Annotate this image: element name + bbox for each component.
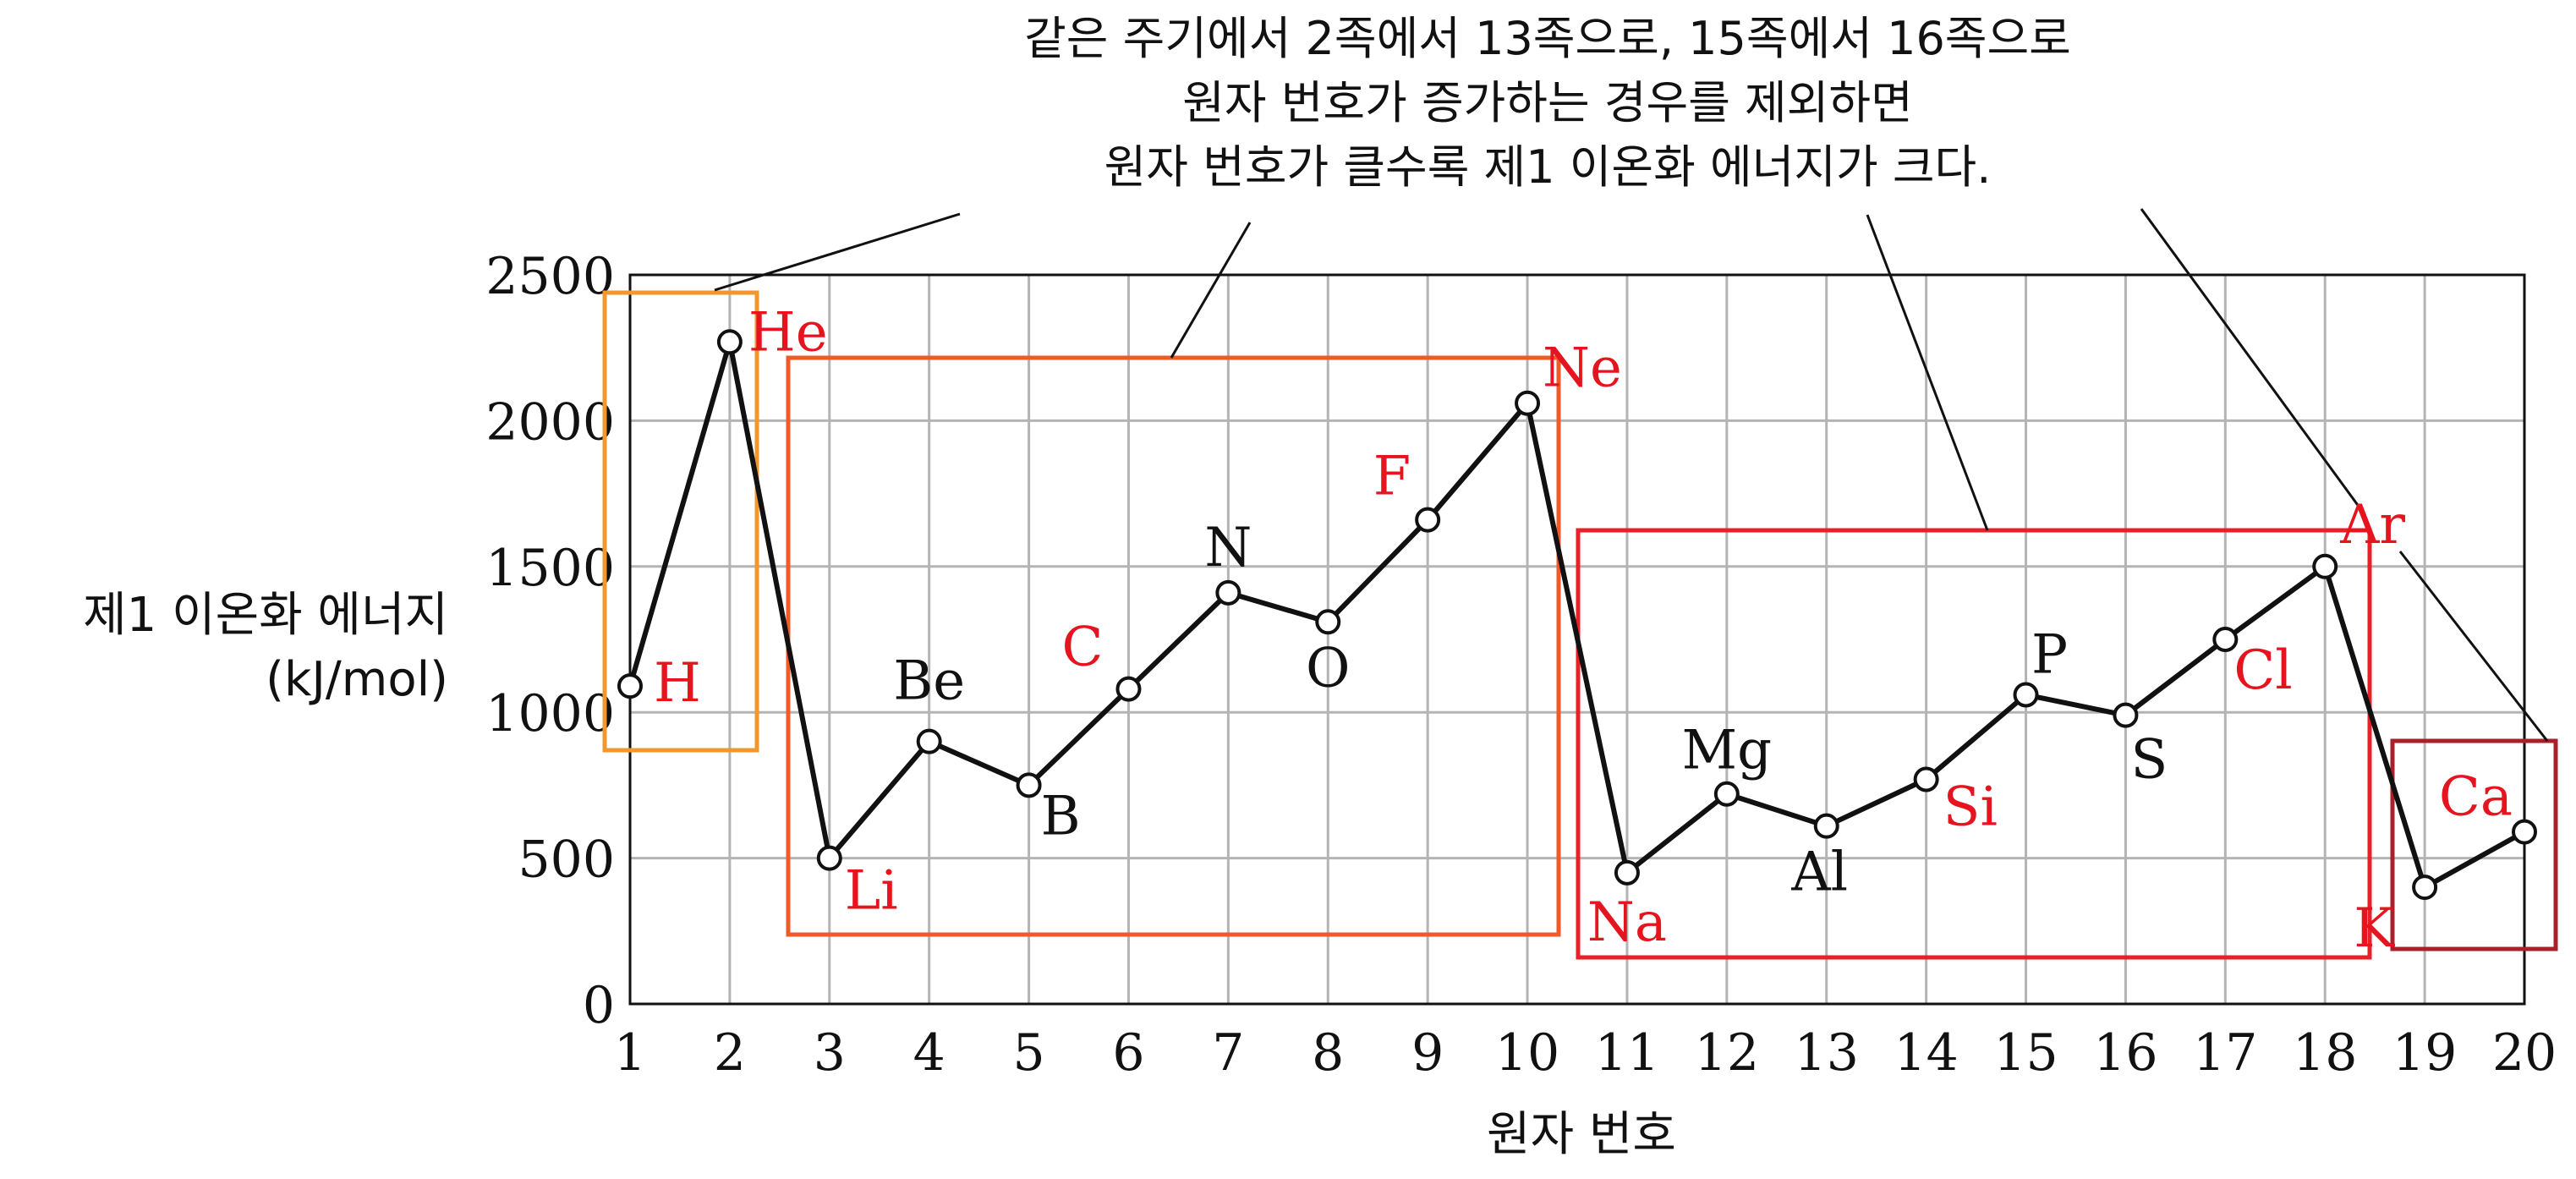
x-tick-label-19: 19: [2392, 1023, 2457, 1083]
data-point-S: [2113, 702, 2139, 728]
element-label-P: P: [2031, 624, 2068, 687]
x-tick-label-18: 18: [2293, 1023, 2357, 1083]
y-axis-label-line-2: (kJ/mol): [266, 652, 448, 707]
element-label-Al: Al: [1790, 842, 1848, 904]
x-axis-label: 원자 번호: [1487, 1107, 1676, 1162]
series-line: [628, 339, 2526, 891]
data-point-Mg: [1713, 781, 1740, 807]
data-point-N: [1215, 579, 1241, 606]
x-tick-label-7: 7: [1212, 1023, 1244, 1083]
annotation-line-1: 같은 주기에서 2족에서 13족으로, 15족에서 16족으로: [1024, 12, 2071, 65]
period-box-4: [2390, 738, 2558, 951]
data-point-P: [2013, 682, 2039, 708]
x-tick-label-16: 16: [2093, 1023, 2157, 1083]
x-tick-label-20: 20: [2492, 1023, 2557, 1083]
x-tick-label-10: 10: [1495, 1023, 1559, 1083]
annotation-line-2: 원자 번호가 증가하는 경우를 제외하면: [1182, 76, 1913, 129]
element-label-Ne: Ne: [1543, 337, 1622, 400]
annotation-text: 같은 주기에서 2족에서 13족으로, 15족에서 16족으로 원자 번호가 증…: [829, 7, 2266, 200]
data-point-Li: [816, 845, 842, 871]
data-point-O: [1315, 609, 1341, 635]
data-point-Cl: [2212, 627, 2239, 652]
annotation-leader-4: [2140, 208, 2361, 508]
data-point-Na: [1614, 859, 1640, 886]
x-tick-label-3: 3: [814, 1023, 846, 1083]
x-tick-label-15: 15: [1993, 1023, 2058, 1083]
y-tick-label-2500: 2500: [485, 247, 615, 306]
data-point-Ca: [2512, 819, 2537, 845]
y-tick-label-0: 0: [583, 976, 615, 1035]
data-point-Al: [1813, 813, 1839, 839]
data-point-H: [617, 673, 643, 699]
x-tick-label-6: 6: [1112, 1023, 1144, 1083]
element-label-S: S: [2130, 729, 2168, 792]
x-tick-label-4: 4: [913, 1023, 945, 1083]
data-point-He: [716, 329, 743, 355]
data-point-Ar: [2312, 553, 2338, 579]
data-point-Be: [916, 728, 942, 754]
annotation-line-3: 원자 번호가 클수록 제1 이온화 에너지가 크다.: [1104, 140, 1992, 194]
y-tick-label-500: 500: [518, 831, 615, 890]
period-box-1: [602, 290, 759, 753]
y-tick-label-1500: 1500: [485, 539, 615, 598]
x-tick-label-14: 14: [1894, 1023, 1958, 1083]
data-point-Si: [1913, 766, 1939, 792]
element-label-C: C: [1062, 617, 1104, 679]
data-point-B: [1016, 772, 1042, 798]
annotation-leader-2: [1170, 222, 1252, 359]
element-label-Li: Li: [845, 860, 898, 923]
data-point-K: [2412, 875, 2438, 901]
element-label-O: O: [1306, 637, 1350, 699]
annotation-leader-3: [1866, 214, 1989, 531]
element-label-He: He: [748, 301, 828, 364]
data-point-Ne: [1515, 390, 1541, 416]
element-label-Cl: Cl: [2233, 639, 2292, 702]
data-point-F: [1415, 507, 1441, 533]
element-label-Be: Be: [893, 650, 965, 713]
annotation-leader-5: [2398, 551, 2549, 742]
plot-frame: [628, 273, 2526, 1006]
element-label-Ca: Ca: [2439, 766, 2513, 829]
element-label-Si: Si: [1943, 776, 1998, 839]
y-axis-label: 제1 이온화 에너지 (kJ/mol): [0, 584, 448, 712]
x-tick-label-11: 11: [1595, 1023, 1659, 1083]
x-tick-label-1: 1: [614, 1023, 646, 1083]
y-tick-label-2000: 2000: [485, 392, 615, 452]
element-label-Mg: Mg: [1682, 720, 1773, 782]
element-label-K: K: [2354, 897, 2395, 960]
element-label-Na: Na: [1587, 891, 1667, 954]
element-label-B: B: [1041, 785, 1081, 847]
element-label-N: N: [1204, 517, 1252, 579]
x-tick-label-2: 2: [714, 1023, 746, 1083]
data-point-C: [1115, 676, 1142, 702]
y-tick-label-1000: 1000: [485, 684, 615, 743]
x-tick-label-17: 17: [2193, 1023, 2257, 1083]
y-axis-label-line-1: 제1 이온화 에너지: [83, 588, 448, 643]
x-tick-label-12: 12: [1695, 1023, 1759, 1083]
x-tick-label-5: 5: [1012, 1023, 1044, 1083]
period-box-3: [1576, 528, 2372, 960]
x-tick-label-9: 9: [1411, 1023, 1444, 1083]
annotation-leader-1: [714, 212, 961, 292]
element-label-H: H: [654, 652, 701, 715]
x-tick-label-8: 8: [1312, 1023, 1344, 1083]
element-label-Ar: Ar: [2339, 494, 2405, 557]
element-label-F: F: [1373, 446, 1411, 508]
x-tick-label-13: 13: [1795, 1023, 1859, 1083]
